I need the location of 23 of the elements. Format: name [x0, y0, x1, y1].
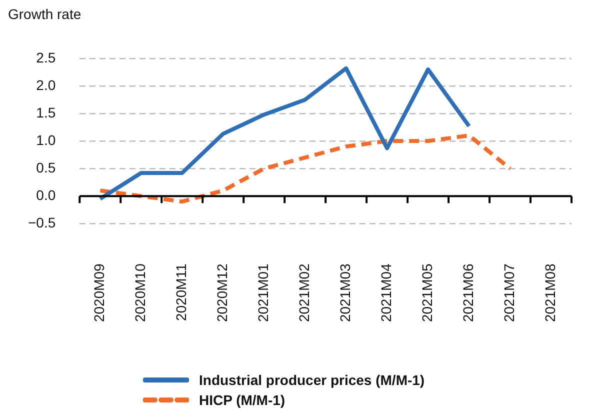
x-tick-label: 2021M07: [500, 263, 517, 322]
x-tick-label: 2021M05: [418, 263, 435, 322]
y-tick-label: −0.5: [28, 214, 56, 230]
line-series: [98, 134, 512, 204]
y-tick-label: 2.5: [36, 49, 56, 66]
y-tick-label: 1.0: [36, 132, 56, 148]
x-tick-label: 2020M09: [90, 263, 107, 322]
x-tick-label: 2021M01: [254, 263, 271, 322]
x-tick-label: 2020M10: [132, 263, 148, 322]
x-tick-label: 2020M11: [172, 263, 189, 321]
x-tick-label: 2021M08: [542, 263, 558, 322]
y-tick-label: 1.5: [36, 104, 56, 120]
x-tick-label: 2021M03: [336, 263, 353, 322]
x-tick-label: 2021M04: [378, 263, 394, 322]
x-tick-label: 2021M06: [460, 263, 476, 322]
y-tick-label: 2.0: [36, 76, 56, 93]
legend-label: Industrial producer prices (M/M-1): [199, 372, 425, 388]
x-tick-label: 2021M02: [296, 263, 312, 322]
y-tick-label: 0.0: [36, 186, 56, 203]
x-tick-label: 2020M12: [214, 263, 230, 322]
legend-label: HICP (M/M-1): [199, 392, 286, 408]
y-axis-title: Growth rate: [8, 6, 82, 22]
y-tick-label: 0.5: [36, 159, 56, 176]
